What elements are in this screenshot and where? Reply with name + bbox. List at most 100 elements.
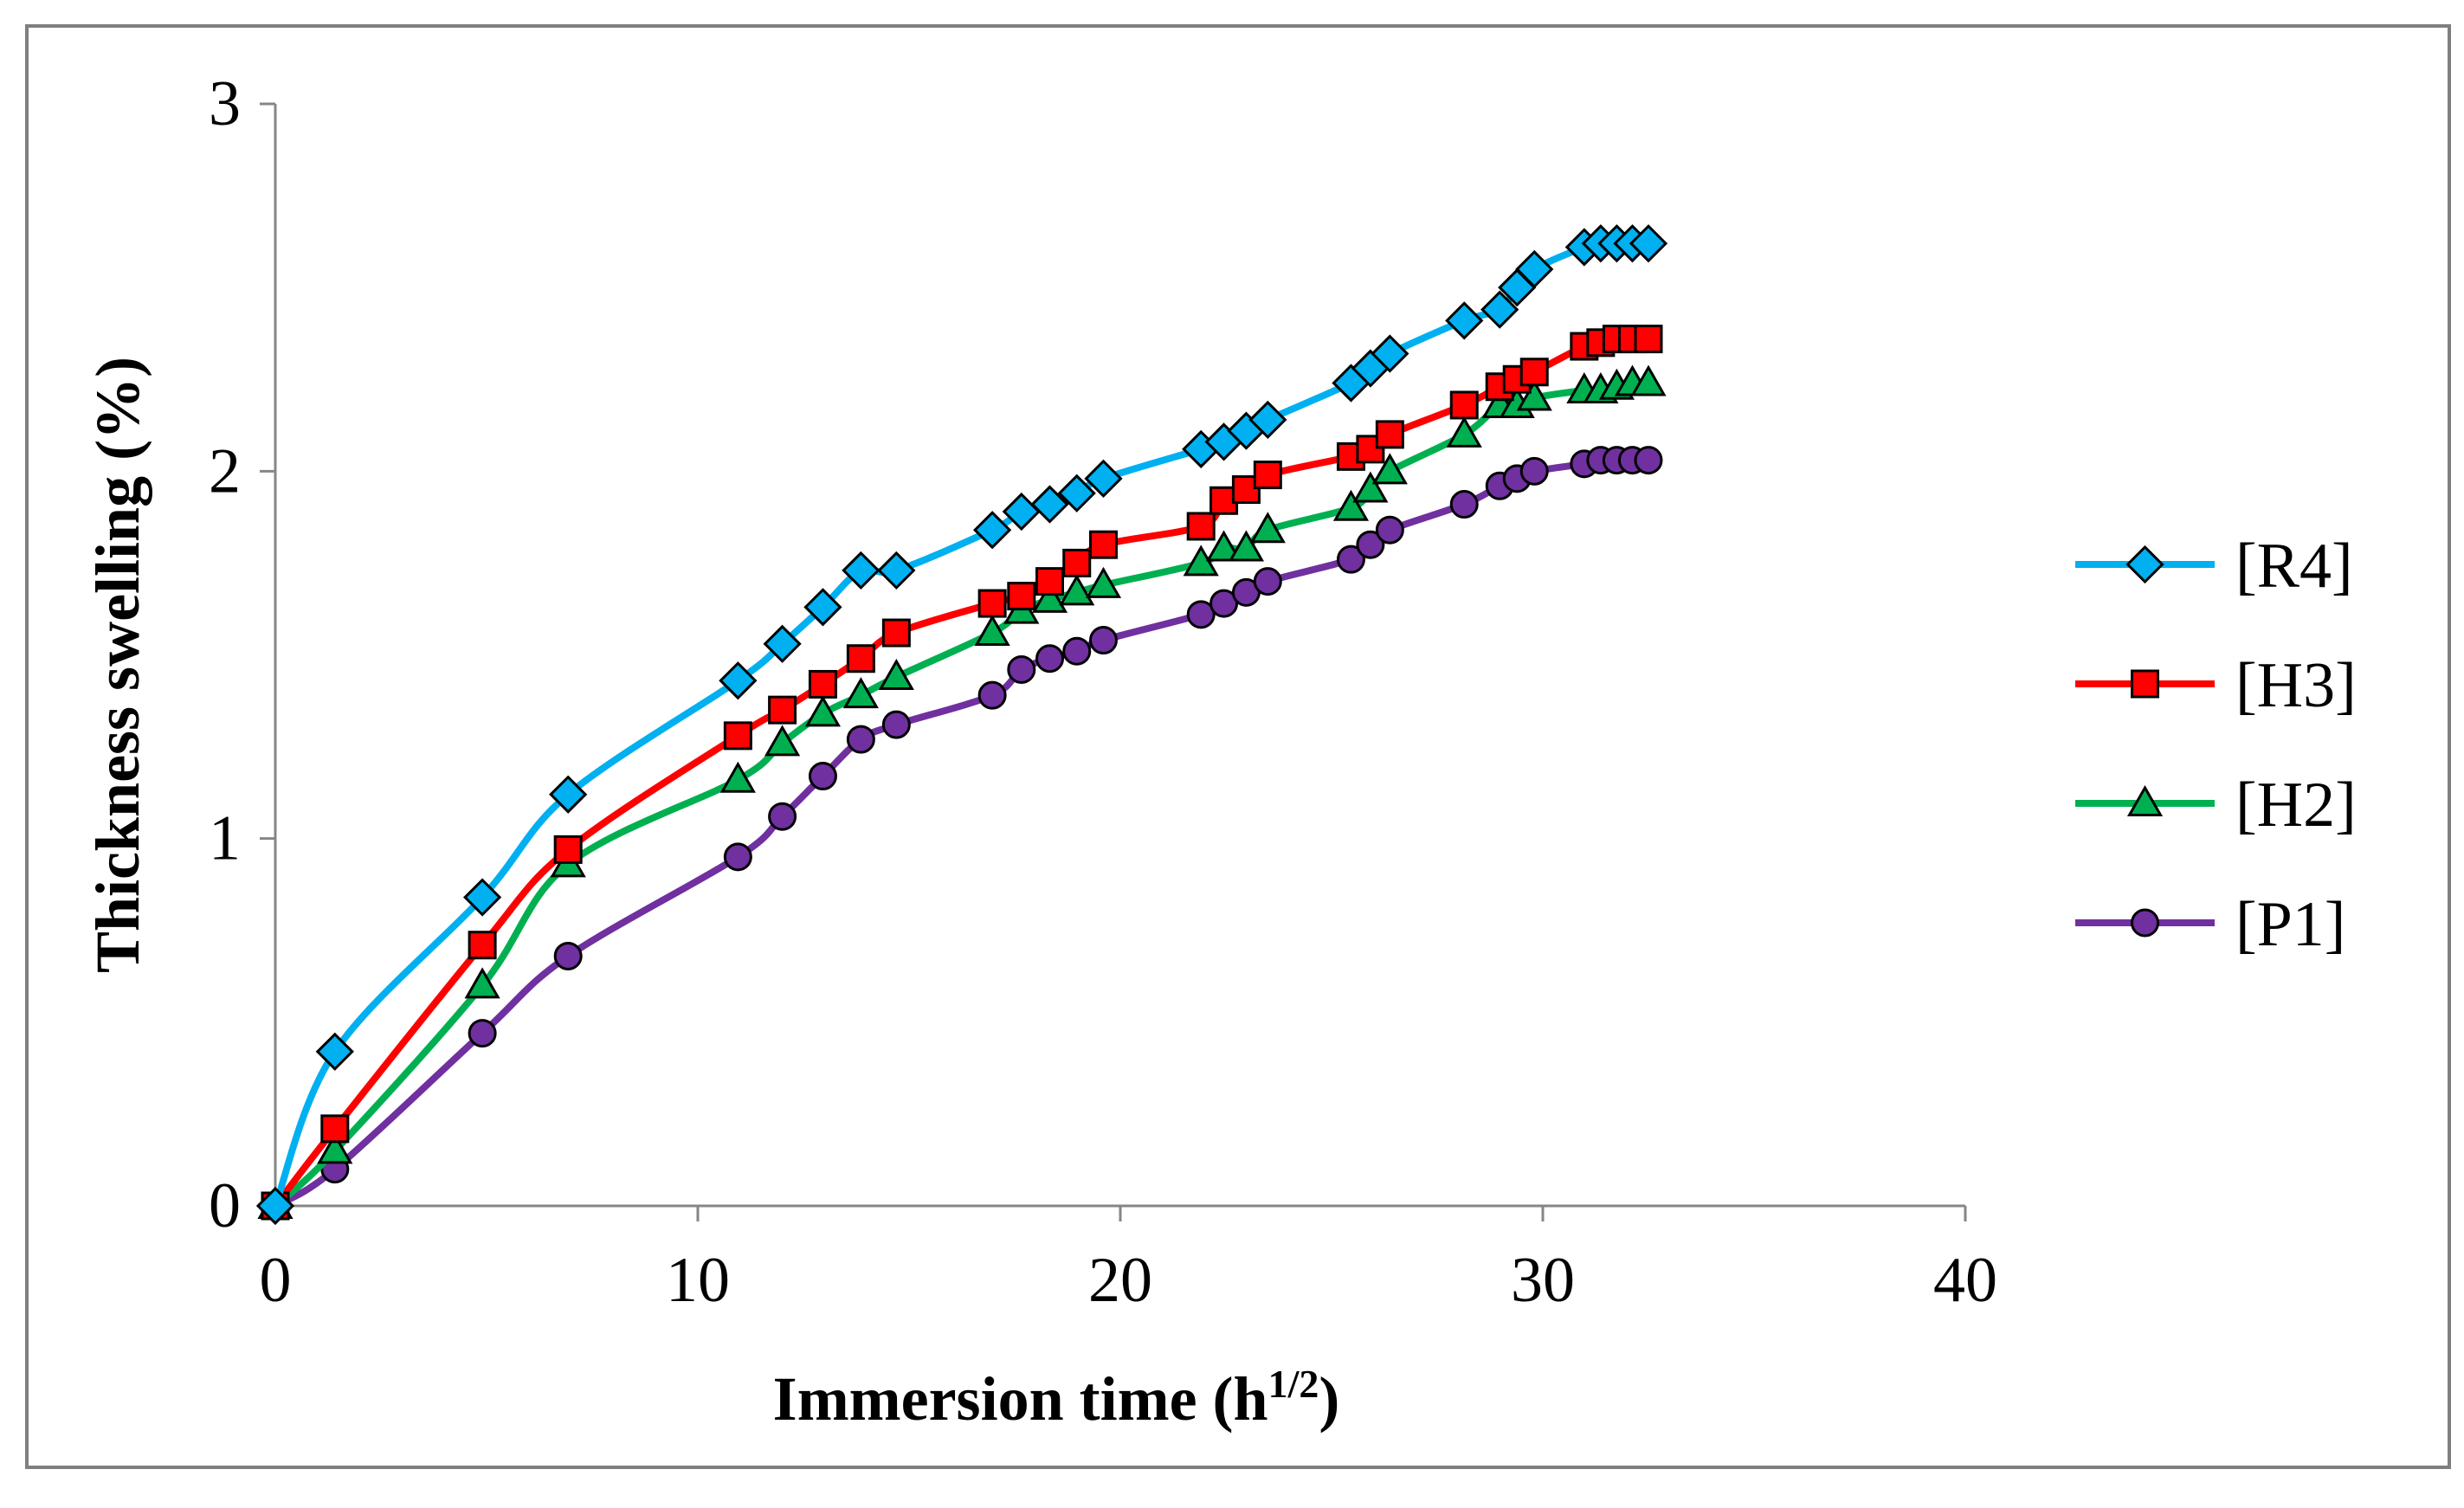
data-point-h2 xyxy=(842,677,879,709)
data-point-p1 xyxy=(977,680,1007,710)
legend-marker-r4 xyxy=(2125,545,2164,584)
data-point-h2 xyxy=(1352,471,1389,503)
data-point-p1 xyxy=(1634,446,1663,475)
data-point-h3 xyxy=(468,931,497,960)
data-point-r4 xyxy=(1480,290,1519,329)
data-point-h2 xyxy=(1031,581,1068,613)
series-r4 xyxy=(255,224,1668,1226)
data-point-r4 xyxy=(1030,485,1069,524)
legend-label-p1: [P1] xyxy=(2235,889,2345,960)
data-point-r4 xyxy=(1084,459,1123,498)
data-point-h3 xyxy=(1035,567,1065,596)
data-point-p1 xyxy=(808,762,837,791)
data-point-r4 xyxy=(1515,249,1554,289)
legend-marker-p1 xyxy=(2131,908,2159,938)
data-point-r4 xyxy=(1629,224,1668,263)
data-point-h2 xyxy=(1205,530,1242,562)
data-point-p1 xyxy=(1088,626,1118,655)
data-point-r4 xyxy=(315,1032,354,1071)
data-point-p1 xyxy=(468,1019,497,1048)
data-point-p1 xyxy=(1519,456,1549,486)
data-point-p1 xyxy=(846,725,875,754)
data-point-r4 xyxy=(1371,334,1409,373)
data-point-h3 xyxy=(768,695,797,725)
legend-label-h3: [H3] xyxy=(2235,650,2357,721)
legend-item-h2: [H2] xyxy=(2075,770,2357,841)
x-tick-label: 30 xyxy=(1511,1245,1575,1316)
data-point-p1 xyxy=(1336,545,1365,574)
x-axis-title-superscript: 1/2 xyxy=(1268,1362,1319,1406)
data-point-r4 xyxy=(877,551,916,590)
data-point-h3 xyxy=(1519,358,1549,387)
data-point-h3 xyxy=(1375,420,1404,449)
y-tick-label: 1 xyxy=(209,803,241,874)
data-point-h2 xyxy=(878,658,914,690)
data-point-h3 xyxy=(1007,582,1036,611)
data-point-h3 xyxy=(881,618,911,648)
data-point-h2 xyxy=(1446,416,1482,448)
legend-marker-h2 xyxy=(2126,784,2164,816)
data-point-p1 xyxy=(723,842,752,872)
data-point-r4 xyxy=(842,551,880,590)
legend: [R4] [H3] [H2] [P1] xyxy=(2075,531,2357,960)
y-tick-label: 2 xyxy=(209,435,241,506)
data-point-h2 xyxy=(464,967,500,999)
x-tick-label: 40 xyxy=(1933,1245,1997,1316)
data-point-r4 xyxy=(1445,301,1484,340)
data-point-p1 xyxy=(1186,600,1216,629)
data-point-h3 xyxy=(1634,325,1663,354)
series-h3 xyxy=(261,325,1663,1221)
data-point-r4 xyxy=(1248,400,1287,440)
x-tick-label: 0 xyxy=(260,1245,292,1316)
legend-marker-h3 xyxy=(2131,669,2159,699)
data-point-h3 xyxy=(1449,390,1479,420)
data-point-p1 xyxy=(1007,654,1036,684)
data-point-p1 xyxy=(553,941,583,970)
data-point-p1 xyxy=(1035,644,1065,673)
x-axis-title-close: ) xyxy=(1319,1364,1339,1434)
data-point-h2 xyxy=(1630,364,1667,396)
data-point-h3 xyxy=(1209,486,1239,515)
data-point-h2 xyxy=(1332,489,1370,521)
data-point-h3 xyxy=(808,669,837,699)
data-point-h2 xyxy=(1249,512,1286,544)
data-point-p1 xyxy=(1253,567,1282,596)
chart-frame xyxy=(25,24,2451,1469)
data-point-h2 xyxy=(1228,530,1265,562)
data-point-h2 xyxy=(804,695,842,727)
data-point-r4 xyxy=(719,661,758,700)
data-point-h3 xyxy=(1088,530,1118,559)
data-point-h2 xyxy=(719,761,756,793)
plot-area xyxy=(255,224,1668,1226)
data-point-r4 xyxy=(549,775,588,814)
data-point-p1 xyxy=(1356,530,1385,559)
data-point-p1 xyxy=(1209,589,1239,618)
data-point-h3 xyxy=(1062,548,1092,577)
data-point-h3 xyxy=(846,644,875,673)
data-point-h3 xyxy=(1186,512,1216,541)
x-tick-label: 20 xyxy=(1088,1245,1152,1316)
data-point-p1 xyxy=(881,710,911,739)
legend-label-h2: [H2] xyxy=(2235,770,2357,841)
data-point-r4 xyxy=(462,878,502,917)
data-point-h2 xyxy=(1059,574,1095,606)
legend-item-h3: [H3] xyxy=(2075,650,2357,721)
data-point-h3 xyxy=(553,835,583,864)
data-point-h2 xyxy=(317,1132,353,1164)
y-axis-title: Thickness swelling (%) xyxy=(83,357,152,973)
data-point-r4 xyxy=(763,624,802,663)
y-tick-label: 0 xyxy=(209,1170,241,1241)
data-point-r4 xyxy=(803,588,842,627)
data-point-h2 xyxy=(764,725,801,757)
data-point-h3 xyxy=(977,589,1007,618)
legend-item-r4: [R4] xyxy=(2075,531,2353,602)
data-point-h2 xyxy=(1371,453,1408,485)
legend-label-r4: [R4] xyxy=(2235,531,2353,602)
x-axis-title: Immersion time (h1/2) xyxy=(773,1362,1340,1434)
y-tick-label: 3 xyxy=(209,68,241,139)
legend-item-p1: [P1] xyxy=(2075,889,2345,960)
data-point-h3 xyxy=(320,1114,350,1144)
data-point-p1 xyxy=(768,802,797,831)
